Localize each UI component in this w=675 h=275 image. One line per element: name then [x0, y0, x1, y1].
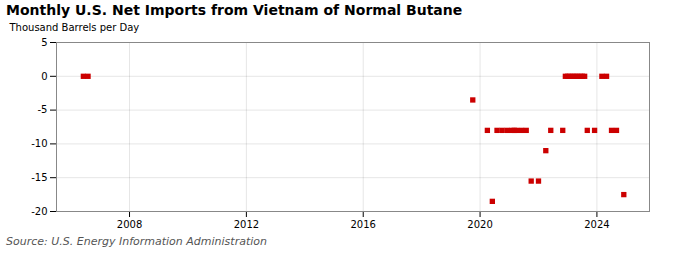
svg-text:2020: 2020: [467, 219, 492, 230]
svg-text:-20: -20: [31, 206, 47, 217]
svg-text:2008: 2008: [117, 219, 142, 230]
svg-text:2016: 2016: [350, 219, 375, 230]
svg-text:2024: 2024: [584, 219, 609, 230]
svg-text:Thousand Barrels per Day: Thousand Barrels per Day: [9, 22, 140, 33]
svg-text:5: 5: [41, 37, 47, 48]
svg-text:-15: -15: [31, 172, 47, 183]
svg-text:0: 0: [41, 71, 47, 82]
svg-text:-10: -10: [31, 138, 47, 149]
svg-text:2012: 2012: [234, 219, 259, 230]
html-text:Monthly U.S. Net Imports from: Monthly U.S. Net Imports from Vietnam of…: [6, 2, 463, 18]
svg-text:-5: -5: [38, 104, 48, 115]
html-text:Source: U.S. Energy Informatio: Source: U.S. Energy Information Administ…: [6, 235, 267, 248]
